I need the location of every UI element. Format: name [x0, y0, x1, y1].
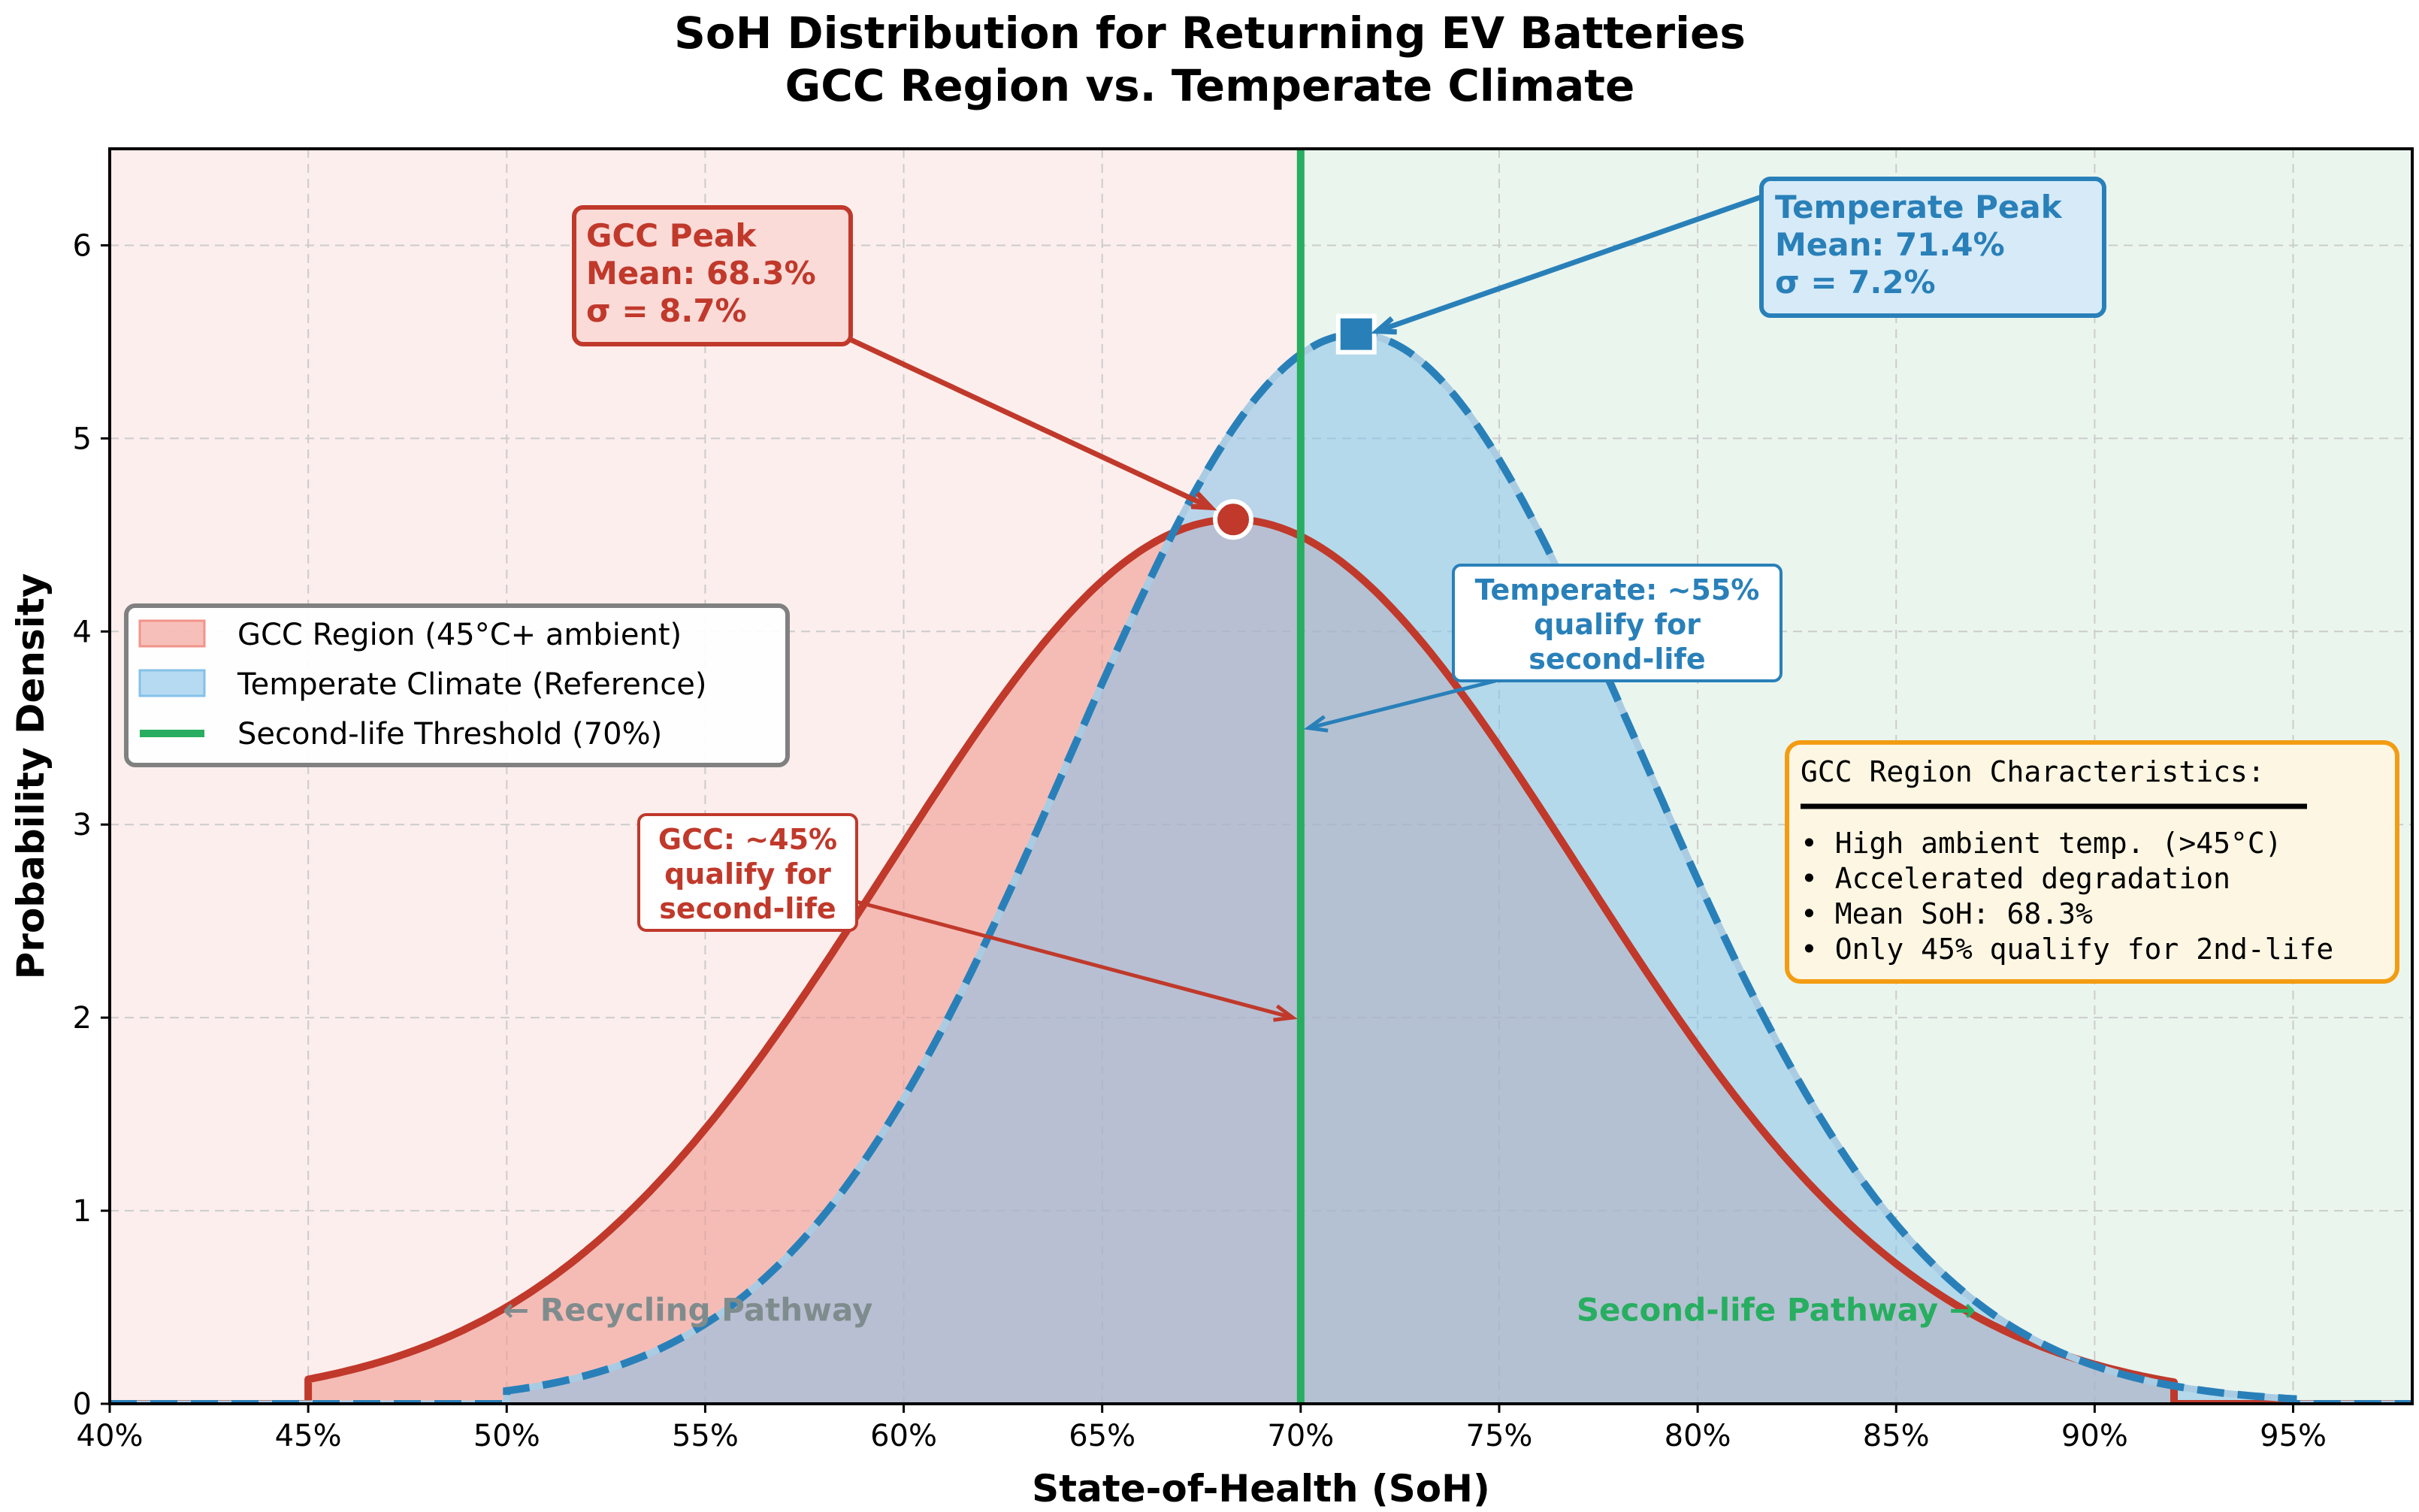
legend-temperate-swatch — [138, 669, 206, 697]
x-tick-label: 65% — [1069, 1419, 1135, 1453]
temperate-distribution-line — [110, 330, 2412, 1404]
x-tick-label: 45% — [275, 1419, 342, 1453]
gcc-characteristics-box: GCC Region Characteristics: • High ambie… — [1785, 740, 2399, 984]
legend-threshold-label: Second-life Threshold (70%) — [237, 717, 662, 751]
temperate-qualify-line-3: second-life — [1529, 643, 1705, 676]
legend-gcc-swatch — [138, 619, 206, 648]
temperate-qualify-line-1: Temperate: ~55% — [1475, 573, 1760, 606]
info-box-item: • Mean SoH: 68.3% — [1801, 897, 2093, 930]
gcc-peak-box — [572, 205, 853, 346]
temperate-peak-annotation: Temperate Peak Mean: 71.4% σ = 7.2% — [1759, 177, 2106, 318]
x-axis-label: State-of-Health (SoH) — [1032, 1467, 1490, 1510]
temperate-peak-marker — [1335, 313, 1377, 355]
temperate-peak-line-1: Temperate Peak — [1775, 189, 2063, 225]
x-tick-label: 55% — [672, 1419, 739, 1453]
gcc-qualify-line-3: second-life — [659, 892, 836, 925]
arrow-shaft — [1308, 679, 1496, 730]
info-box-item: • Only 45% qualify for 2nd-life — [1801, 933, 2333, 966]
gcc-peak-line-1: GCC Peak — [586, 217, 757, 254]
gcc-peak-line-2: Mean: 68.3% — [586, 255, 816, 292]
temperate-peak-box — [1759, 177, 2106, 318]
recycling-pathway-label: ← Recycling Pathway — [503, 1292, 872, 1329]
y-axis-label: Probability Density — [9, 573, 53, 980]
legend-gcc-label: GCC Region (45°C+ ambient) — [237, 618, 682, 652]
legend-temperate-label: Temperate Climate (Reference) — [237, 667, 706, 702]
y-tick-label: 2 — [73, 1001, 92, 1036]
gcc-peak-line-3: σ = 8.7% — [586, 292, 747, 329]
x-tick-label: 80% — [1665, 1419, 1731, 1453]
arrow-head — [1273, 1004, 1298, 1022]
gcc-qualify-line-1: GCC: ~45% — [658, 823, 837, 856]
temperate-distribution-area — [506, 334, 2294, 1404]
arrow-head — [1370, 316, 1397, 335]
x-axis-ticks: 40% 45% 50% 55% 60% 65% 70% 75% 80% 85% 90% 95% — [77, 1404, 2327, 1453]
arrow-shaft — [856, 900, 1293, 1020]
gcc-qualify-annotation: GCC: ~45% qualify for second-life — [637, 813, 858, 932]
x-tick-label: 50% — [473, 1419, 540, 1453]
temperate-qualify-annotation: Temperate: ~55% qualify for second-life — [1452, 564, 1783, 682]
y-axis-ticks: 0 1 2 3 4 5 6 — [73, 228, 110, 1422]
info-box-item: • High ambient temp. (>45°C) — [1801, 827, 2282, 860]
y-tick-label: 6 — [73, 228, 92, 263]
x-tick-label: 90% — [2061, 1419, 2128, 1453]
x-tick-label: 70% — [1267, 1419, 1334, 1453]
y-tick-label: 4 — [73, 615, 92, 649]
arrow-shaft — [849, 337, 1212, 510]
gcc-peak-marker — [1213, 499, 1254, 540]
temperate-qualify-line-2: qualify for — [1534, 608, 1701, 641]
legend-frame — [124, 603, 790, 767]
arrow-head — [1303, 715, 1329, 733]
chart-title-line-1: SoH Distribution for Returning EV Batter… — [674, 8, 1746, 59]
x-tick-label: 40% — [77, 1419, 144, 1453]
legend: GCC Region (45°C+ ambient) Temperate Cli… — [124, 603, 790, 767]
info-box-frame — [1785, 740, 2399, 984]
info-box-item: • Accelerated degradation — [1801, 862, 2230, 895]
annotation-arrows — [849, 194, 1763, 1022]
second-life-pathway-label: Second-life Pathway → — [1577, 1292, 1976, 1329]
temperate-peak-line-3: σ = 7.2% — [1775, 264, 1936, 301]
gcc-peak-annotation: GCC Peak Mean: 68.3% σ = 8.7% — [572, 205, 853, 346]
arrow-shaft — [1376, 194, 1763, 334]
plot-frame — [108, 147, 2414, 1405]
temperate-peak-line-2: Mean: 71.4% — [1775, 226, 2005, 263]
x-tick-label: 60% — [870, 1419, 937, 1453]
y-tick-label: 3 — [73, 808, 92, 842]
y-tick-label: 0 — [73, 1387, 92, 1422]
chart-title-line-2: GCC Region vs. Temperate Climate — [785, 60, 1635, 111]
info-box-title: GCC Region Characteristics: — [1801, 755, 2265, 788]
x-tick-label: 95% — [2260, 1419, 2327, 1453]
gcc-qualify-line-2: qualify for — [664, 857, 831, 891]
gcc-qualify-box — [637, 813, 858, 932]
y-tick-label: 5 — [73, 422, 92, 456]
temperate-qualify-box — [1452, 564, 1783, 682]
arrow-head — [1190, 491, 1217, 511]
x-tick-label: 75% — [1466, 1419, 1533, 1453]
y-tick-label: 1 — [73, 1194, 92, 1229]
x-tick-label: 85% — [1863, 1419, 1930, 1453]
